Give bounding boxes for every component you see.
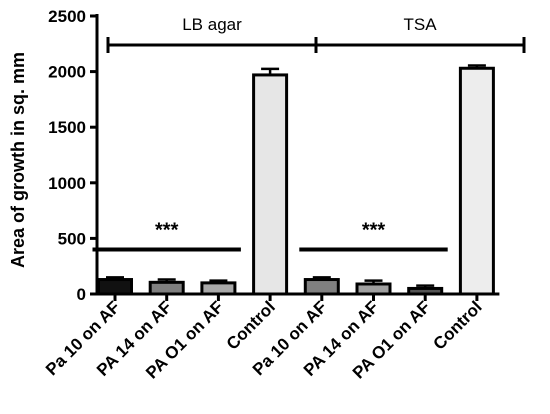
- bar: [97, 278, 133, 296]
- group-label: TSA: [403, 15, 437, 34]
- bar: [148, 280, 185, 296]
- bar: [252, 73, 289, 296]
- bar: [303, 278, 340, 296]
- y-tick-label: 500: [58, 229, 86, 248]
- bar: [355, 282, 392, 296]
- y-tick-label: 1000: [48, 174, 86, 193]
- y-tick-label: 2500: [48, 7, 86, 26]
- bar: [458, 66, 495, 296]
- group-label: LB agar: [182, 15, 242, 34]
- significance-label: ***: [362, 220, 386, 242]
- y-axis-title: Area of growth in sq. mm: [8, 52, 28, 268]
- y-tick-label: 2000: [48, 63, 86, 82]
- y-tick-label: 1500: [48, 118, 86, 137]
- x-tick-label: Control: [430, 297, 486, 353]
- significance-label: ***: [155, 220, 179, 242]
- bar: [407, 286, 444, 296]
- y-tick-label: 0: [77, 285, 86, 304]
- bar: [200, 281, 237, 296]
